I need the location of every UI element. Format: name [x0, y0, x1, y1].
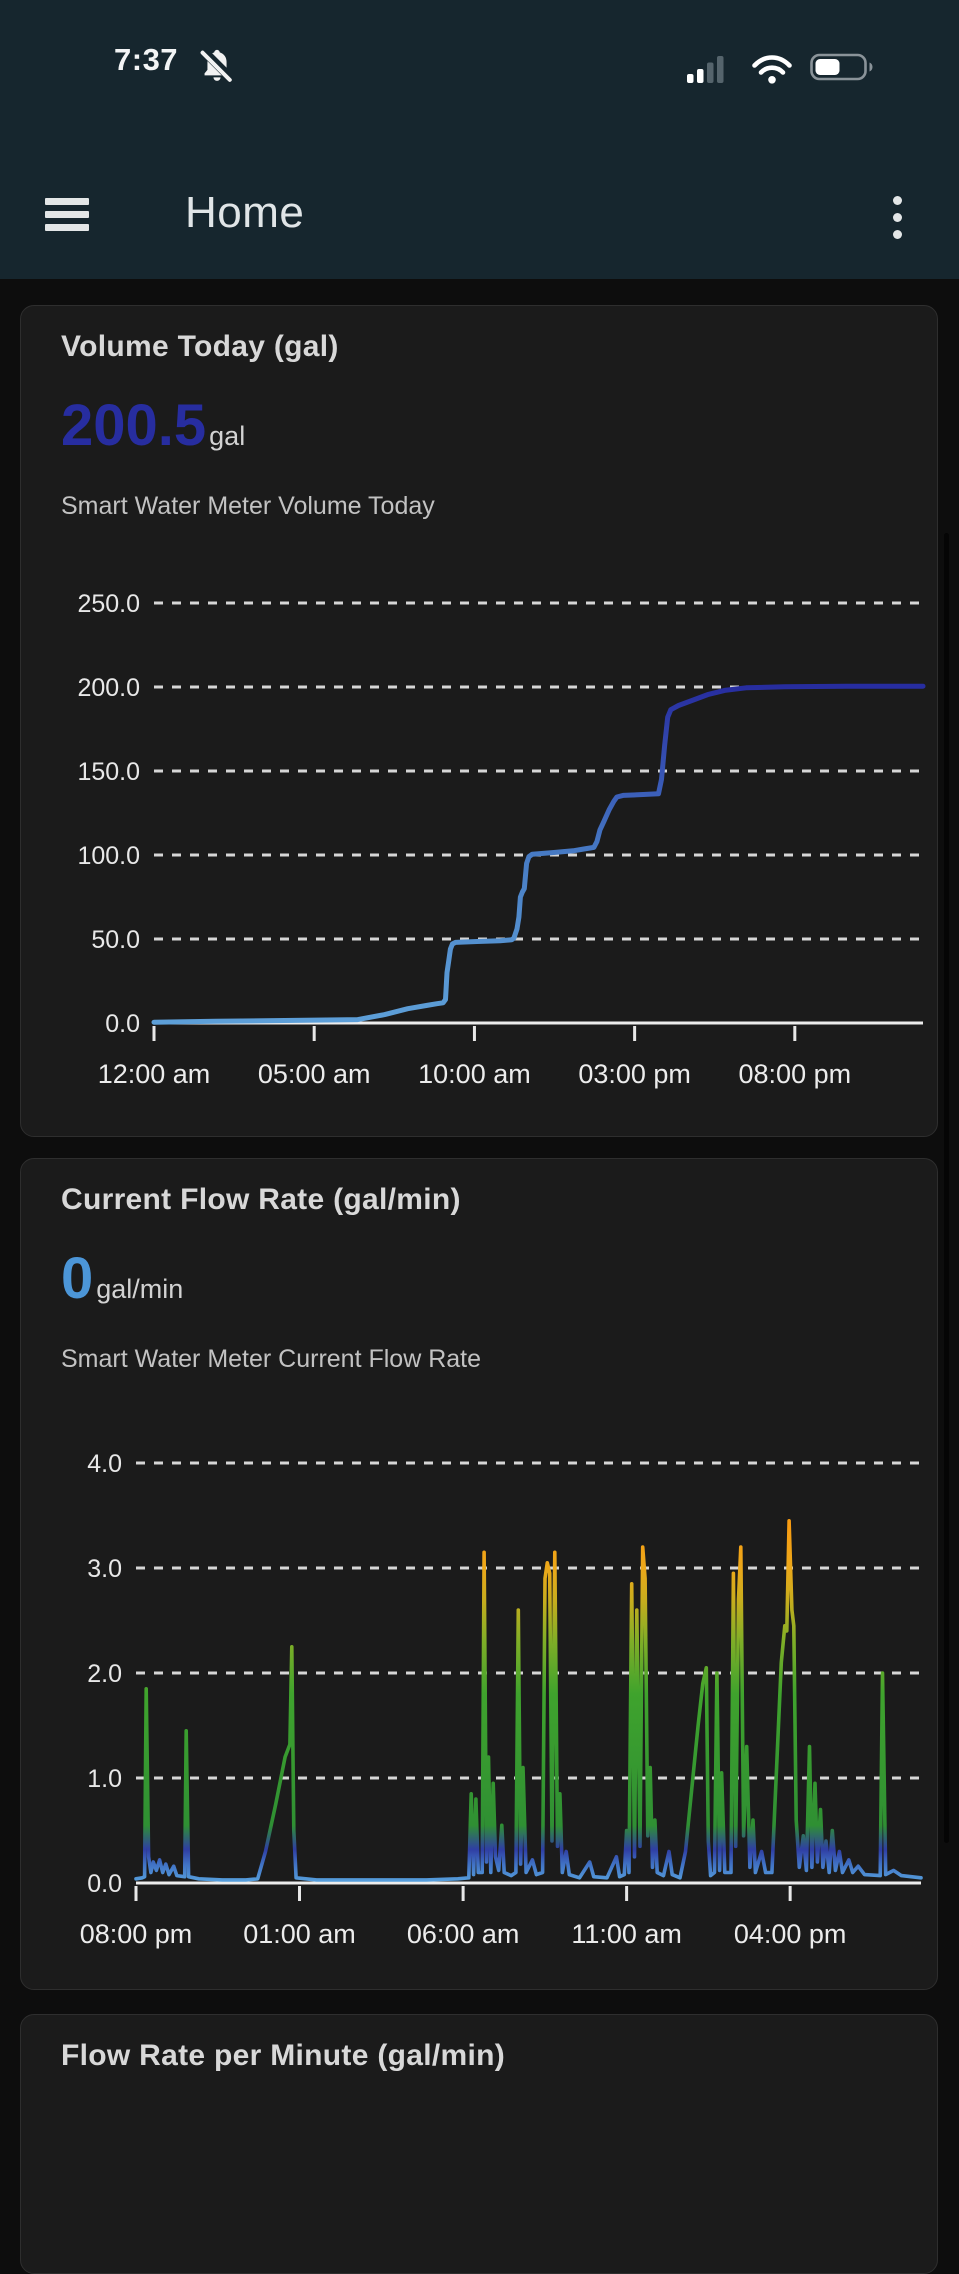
svg-text:250.0: 250.0: [77, 590, 140, 618]
status-time: 7:37: [114, 42, 179, 77]
svg-text:100.0: 100.0: [77, 842, 140, 870]
cellular-signal-icon: [687, 56, 724, 83]
sensor-value-row[interactable]: 200.5 gal: [61, 394, 245, 458]
svg-text:4.0: 4.0: [87, 1450, 122, 1478]
card-title: Current Flow Rate (gal/min): [61, 1183, 461, 1216]
menu-button[interactable]: [45, 198, 89, 231]
battery-icon: [810, 53, 873, 81]
svg-text:10:00 am: 10:00 am: [418, 1059, 531, 1089]
svg-text:08:00 pm: 08:00 pm: [739, 1059, 852, 1089]
svg-text:0.0: 0.0: [105, 1010, 140, 1038]
page-title: Home: [185, 188, 305, 237]
svg-text:3.0: 3.0: [87, 1555, 122, 1583]
app-header: 7:37 Home: [0, 0, 959, 279]
sensor-value-row[interactable]: 0 gal/min: [61, 1247, 183, 1311]
volume-today-chart[interactable]: 0.0 50.0 100.0 150.0 200.0 250.0 12:00 am 05:00…: [21, 306, 939, 1138]
svg-text:0.0: 0.0: [87, 1870, 122, 1898]
card-title: Volume Today (gal): [61, 330, 339, 363]
current-flow-rate-chart[interactable]: 0.0 1.0 2.0 3.0 4.0 08:00 pm 01:00 am 06:00 am 1…: [21, 1159, 939, 1991]
svg-text:05:00 am: 05:00 am: [258, 1059, 371, 1089]
svg-text:2.0: 2.0: [87, 1660, 122, 1688]
sensor-name: Smart Water Meter Current Flow Rate: [61, 1345, 482, 1373]
scrollbar[interactable]: [944, 533, 949, 1843]
svg-text:03:00 pm: 03:00 pm: [578, 1059, 691, 1089]
sensor-name: Smart Water Meter Volume Today: [61, 492, 435, 520]
svg-text:200.0: 200.0: [77, 674, 140, 702]
svg-text:01:00 am: 01:00 am: [243, 1919, 356, 1949]
wifi-icon: [752, 55, 792, 84]
overflow-menu-button[interactable]: [891, 196, 903, 242]
volume-unit: gal: [209, 421, 246, 451]
svg-text:06:00 am: 06:00 am: [407, 1919, 520, 1949]
card-flow-rate-per-minute[interactable]: Flow Rate per Minute (gal/min): [20, 2014, 938, 2274]
card-current-flow-rate[interactable]: Current Flow Rate (gal/min) 0 gal/min Sm…: [20, 1158, 938, 1990]
svg-text:1.0: 1.0: [87, 1765, 122, 1793]
volume-value: 200.5: [61, 393, 207, 458]
flow-rate-unit: gal/min: [96, 1274, 184, 1304]
svg-text:08:00 pm: 08:00 pm: [80, 1919, 193, 1949]
notifications-off-icon: [200, 48, 236, 83]
card-title: Flow Rate per Minute (gal/min): [61, 2039, 506, 2072]
svg-text:04:00 pm: 04:00 pm: [734, 1919, 847, 1949]
flow-rate-value: 0: [61, 1246, 94, 1311]
card-volume-today[interactable]: Volume Today (gal) 200.5 gal Smart Water…: [20, 305, 938, 1137]
svg-text:11:00 am: 11:00 am: [571, 1919, 682, 1949]
svg-text:150.0: 150.0: [77, 758, 140, 786]
svg-text:12:00 am: 12:00 am: [98, 1059, 211, 1089]
svg-text:50.0: 50.0: [91, 926, 140, 954]
